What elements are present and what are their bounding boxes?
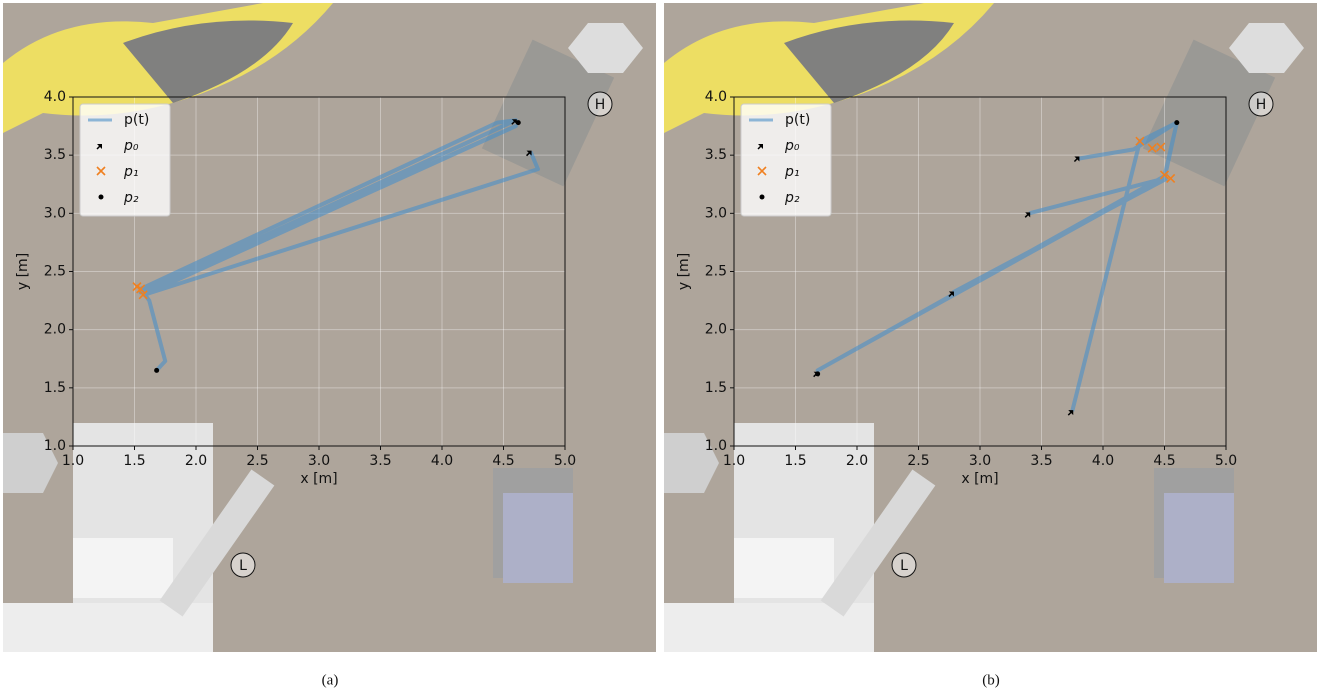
legend-label: p₁ [123, 164, 139, 180]
legend-label: p₂ [123, 190, 139, 206]
y-tick-label: 1.5 [44, 380, 66, 396]
dot-marker [1174, 120, 1179, 125]
x-tick-label: 5.0 [554, 453, 576, 469]
panel: 1.0 1.5 2.0 2.5 3.0 3.5 4.0 4.5 5.0 1.0 1.5 2.0 2.5 3… [3, 3, 656, 652]
legend-label: p₁ [784, 164, 800, 180]
annotation: L [239, 558, 247, 574]
annotation: H [1256, 97, 1267, 113]
legend-label: p₂ [784, 190, 800, 206]
y-axis-label: y [m] [15, 253, 31, 290]
x-tick-label: 1.0 [62, 453, 84, 469]
y-axis-label: y [m] [676, 253, 692, 290]
x-tick-label: 4.0 [431, 453, 453, 469]
x-tick-label: 4.5 [492, 453, 514, 469]
y-tick-label: 3.5 [44, 147, 66, 163]
annotation: H [595, 97, 606, 113]
x-tick-label: 5.0 [1215, 453, 1237, 469]
x-tick-label: 2.5 [907, 453, 929, 469]
x-tick-label: 4.5 [1153, 453, 1175, 469]
x-tick-label: 1.5 [784, 453, 806, 469]
x-tick-label: 2.0 [846, 453, 868, 469]
caption: (a) [322, 672, 339, 688]
x-tick-label: 1.5 [123, 453, 145, 469]
x-tick-label: 3.5 [1030, 453, 1052, 469]
dot-marker [516, 120, 521, 125]
x-tick-label: 2.5 [246, 453, 268, 469]
x-tick-label: 3.0 [969, 453, 991, 469]
x-tick-label: 4.0 [1092, 453, 1114, 469]
y-tick-label: 3.0 [705, 205, 727, 221]
y-tick-label: 2.5 [44, 264, 66, 280]
x-tick-label: 3.0 [308, 453, 330, 469]
y-tick-label: 4.0 [705, 89, 727, 105]
y-tick-label: 1.0 [705, 438, 727, 454]
legend: p(t) p₀ p₁ p₂ [80, 104, 170, 216]
y-tick-label: 2.0 [44, 322, 66, 338]
y-tick-label: 1.0 [44, 438, 66, 454]
legend: p(t) p₀ p₁ p₂ [741, 104, 831, 216]
x-tick-label: 1.0 [723, 453, 745, 469]
y-tick-label: 1.5 [705, 380, 727, 396]
y-tick-label: 2.0 [705, 322, 727, 338]
dot-marker [154, 368, 159, 373]
legend-label: p₀ [784, 138, 800, 154]
dot-marker [815, 371, 820, 376]
y-tick-label: 4.0 [44, 89, 66, 105]
y-tick-label: 3.0 [44, 205, 66, 221]
caption: (b) [982, 672, 1000, 688]
legend-label: p(t) [785, 112, 810, 128]
y-tick-label: 2.5 [705, 264, 727, 280]
scene-veil [3, 3, 656, 652]
dot-marker [99, 195, 104, 200]
x-axis-label: x [m] [961, 471, 998, 487]
figure: 1.0 1.5 2.0 2.5 3.0 3.5 4.0 4.5 5.0 1.0 1.5 2.0 2.5 3… [0, 0, 1320, 694]
panel: 1.0 1.5 2.0 2.5 3.0 3.5 4.0 4.5 5.0 1.0 1.5 2.0 2.5 3… [664, 3, 1317, 652]
dot-marker [760, 195, 765, 200]
scene-veil [664, 3, 1317, 652]
legend-label: p₀ [123, 138, 139, 154]
x-tick-label: 2.0 [185, 453, 207, 469]
legend-label: p(t) [124, 112, 149, 128]
x-tick-label: 3.5 [369, 453, 391, 469]
y-tick-label: 3.5 [705, 147, 727, 163]
annotation: L [900, 558, 908, 574]
x-axis-label: x [m] [300, 471, 337, 487]
